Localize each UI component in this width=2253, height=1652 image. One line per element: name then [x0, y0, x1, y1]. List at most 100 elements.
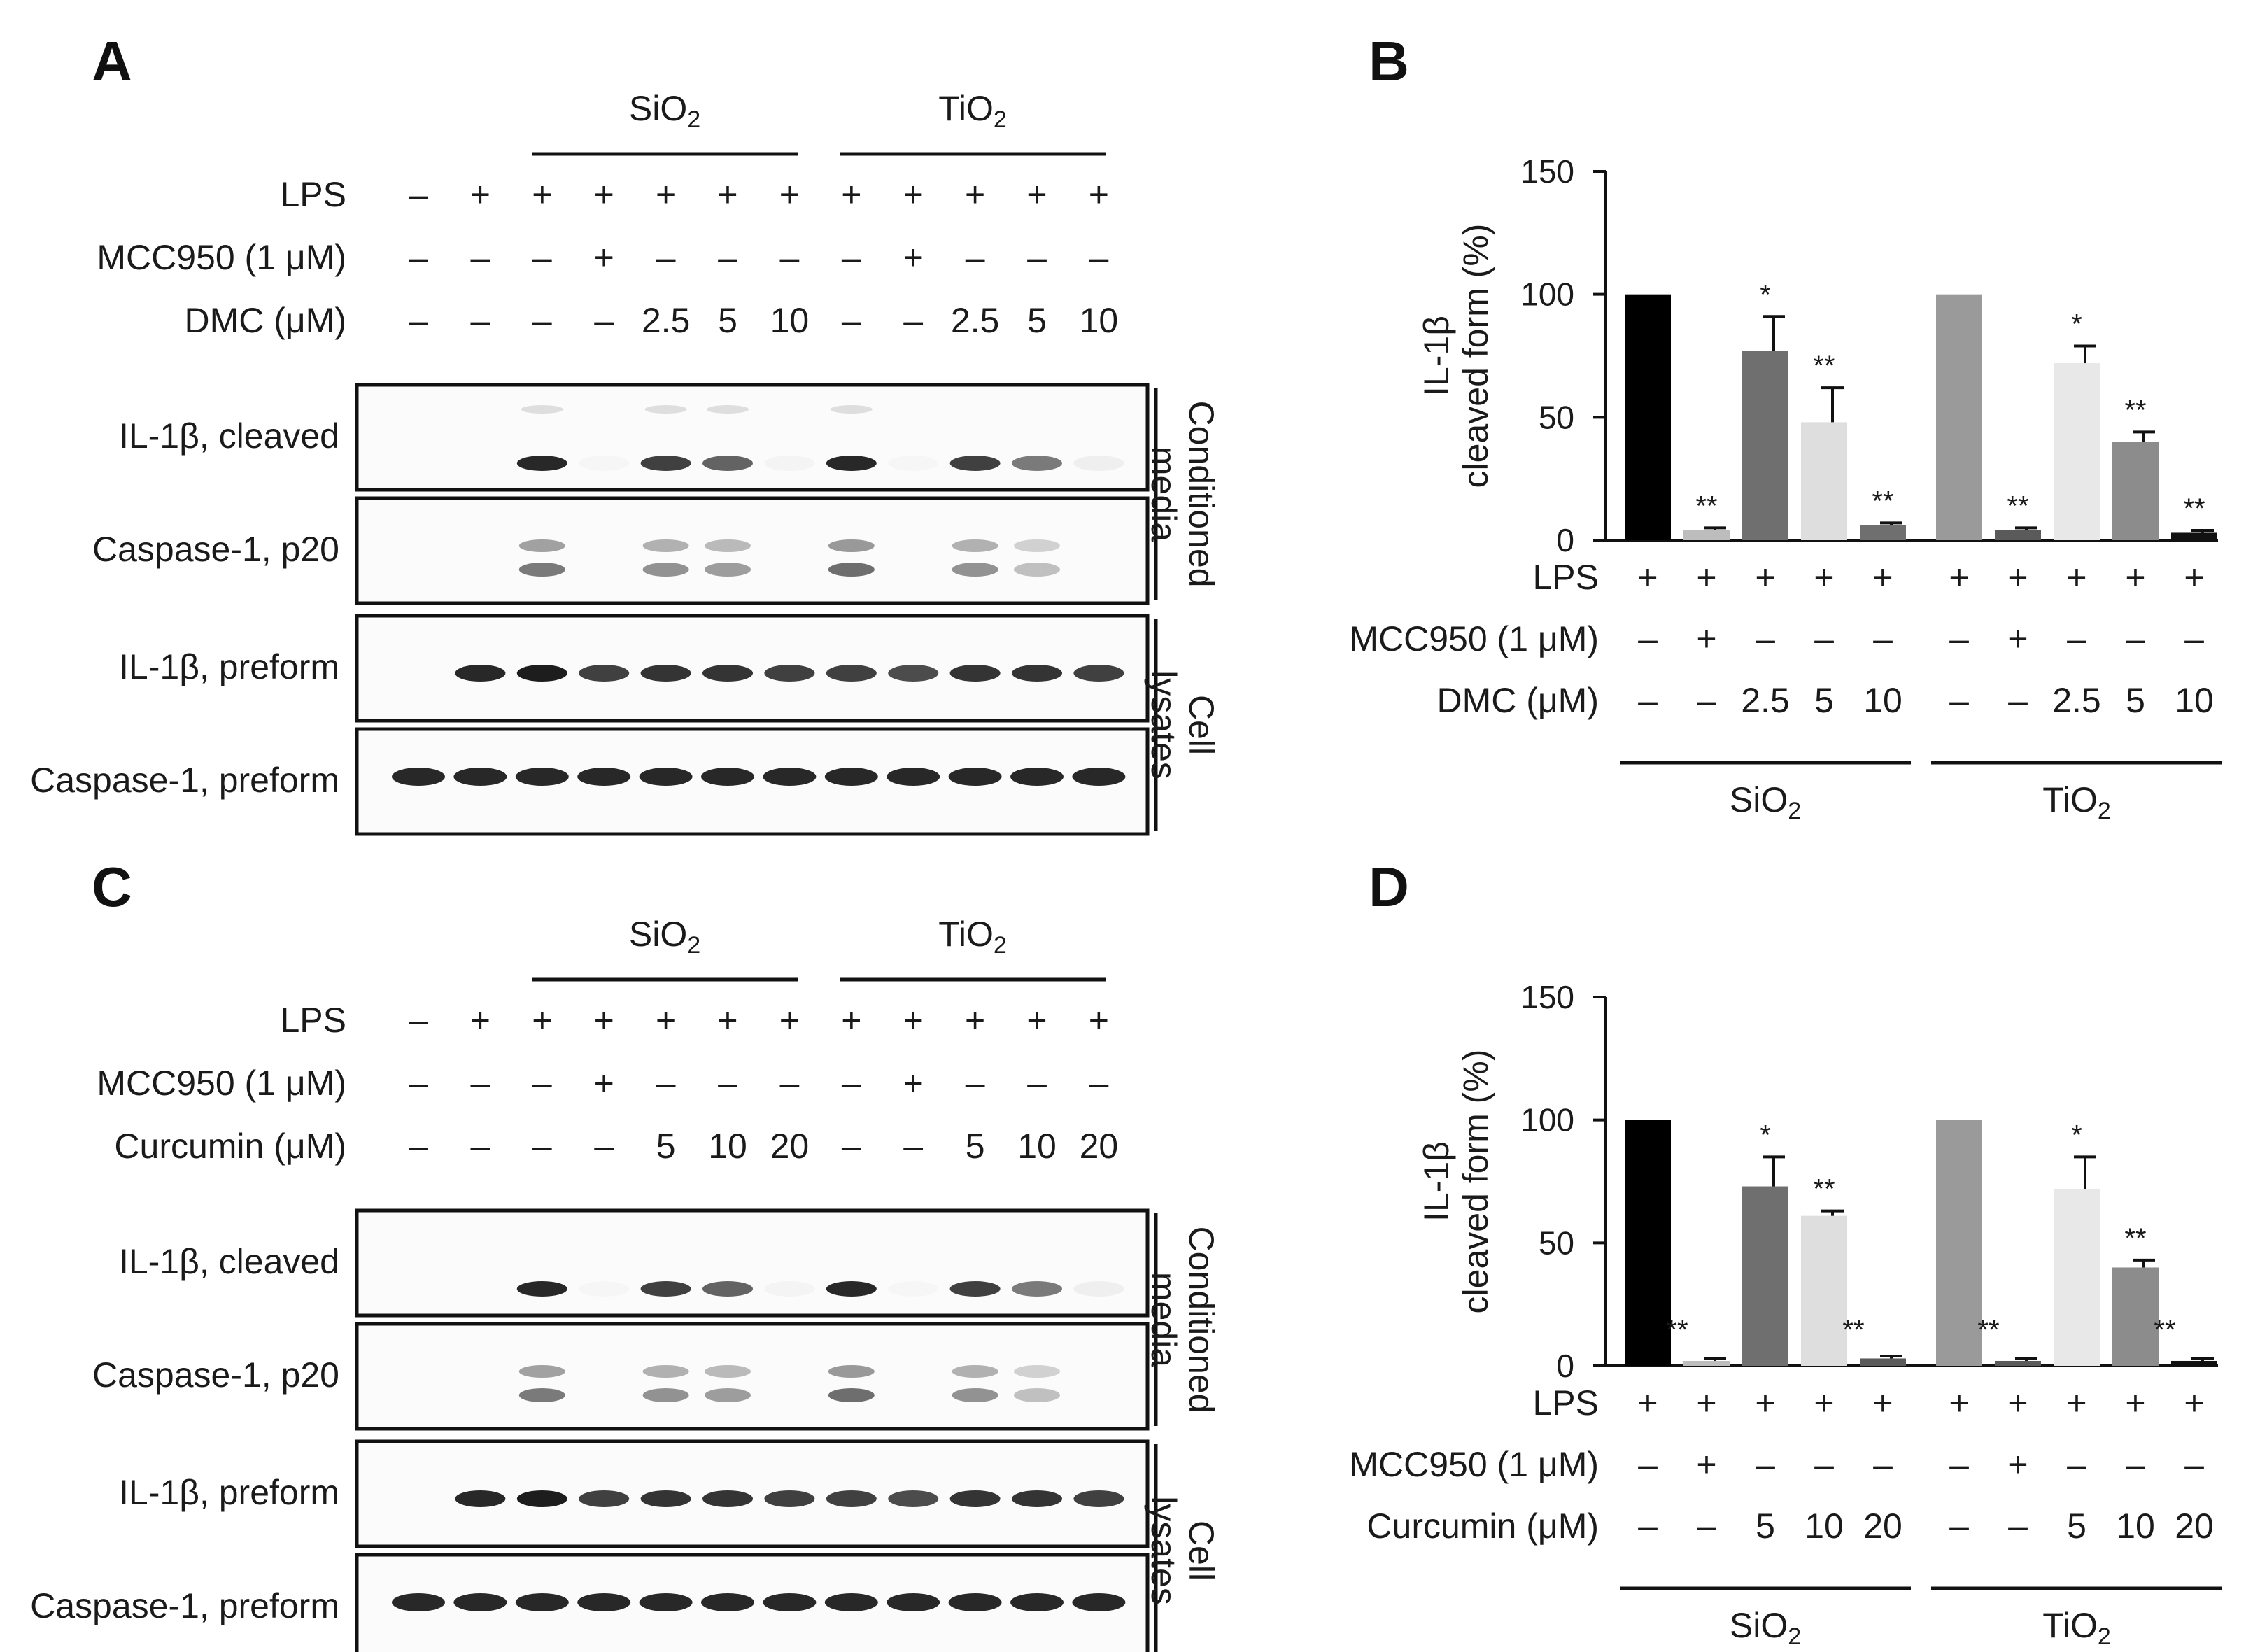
bracket-label: Celllysates [1144, 670, 1221, 779]
band [888, 1281, 938, 1297]
treatment-mark: + [1872, 1383, 1893, 1422]
treatment-mark: + [1814, 1383, 1834, 1422]
panel-C: C LPS – + + + + + + + + + + + MCC950 (1 μM) – – – + – – – – + – –… [30, 856, 1221, 1652]
treatment-mark: + [1026, 1001, 1047, 1040]
treatment-mark: – [409, 1001, 428, 1040]
band [1010, 1593, 1064, 1611]
band [455, 1490, 506, 1507]
treatment-mark: + [903, 1064, 924, 1103]
treatment-mark: 5 [656, 1127, 676, 1166]
blot-label: Caspase-1, p20 [92, 530, 339, 569]
blot-label: Caspase-1, preform [30, 1586, 339, 1625]
treatment-label: MCC950 (1 μM) [97, 238, 346, 277]
treatment-mark: – [718, 1064, 737, 1103]
treatment-mark: – [1027, 1064, 1047, 1103]
treatment-mark: – [779, 238, 799, 277]
treatment-mark: – [966, 238, 985, 277]
band [1073, 1490, 1124, 1507]
blot-label: Caspase-1, p20 [92, 1355, 339, 1395]
treatment-mark: – [470, 238, 490, 277]
treatment-mark: 20 [1080, 1127, 1119, 1166]
treatment-mark: – [1814, 1445, 1834, 1484]
band [888, 665, 939, 682]
treatment-mark: 2.5 [951, 301, 1000, 340]
band [1073, 665, 1124, 682]
treatment-mark: 10 [1080, 301, 1119, 340]
band [826, 665, 877, 682]
bar [1995, 1360, 2041, 1366]
band [1073, 456, 1124, 471]
treatment-mark: – [409, 238, 428, 277]
treatment-mark: + [2125, 1383, 2145, 1422]
treatment-mark: – [532, 301, 552, 340]
bar [2054, 363, 2100, 540]
blot-label: IL-1β, cleaved [119, 1242, 339, 1281]
band [763, 1593, 817, 1611]
y-tick-label: 0 [1556, 1348, 1574, 1384]
treatment-mark: 2.5 [1741, 681, 1790, 720]
treatment-mark: – [718, 238, 737, 277]
treatment-mark: + [1089, 1001, 1109, 1040]
treatment-mark: + [717, 1001, 737, 1040]
band [1010, 768, 1064, 786]
band [887, 1593, 940, 1611]
treatment-mark: + [903, 1001, 924, 1040]
band [579, 456, 629, 471]
treatment-mark: – [842, 1064, 861, 1103]
treatment-mark: – [1949, 681, 1969, 720]
treatment-mark: + [1755, 558, 1775, 597]
treatment-mark: – [656, 238, 676, 277]
treatment-mark: + [656, 1001, 676, 1040]
treatment-mark: – [470, 1064, 490, 1103]
band [824, 1593, 878, 1611]
band [1012, 1281, 1062, 1297]
band [579, 1490, 630, 1507]
bracket-label: Celllysates [1144, 1496, 1221, 1605]
band [1014, 539, 1060, 552]
treatment-label: Curcumin (μM) [1366, 1506, 1599, 1546]
band [1012, 1490, 1062, 1507]
band [516, 1281, 567, 1297]
treatment-mark: – [1873, 1445, 1893, 1484]
treatment-mark: + [1696, 1445, 1716, 1484]
band [516, 456, 567, 471]
treatment-label: LPS [280, 175, 346, 214]
treatment-label: DMC (μM) [1436, 681, 1599, 720]
treatment-mark: + [779, 1001, 800, 1040]
treatment-mark: + [532, 1001, 552, 1040]
treatment-mark: – [1697, 1506, 1716, 1546]
treatment-label: Curcumin (μM) [114, 1127, 346, 1166]
band [455, 665, 506, 682]
bar [1683, 1360, 1730, 1366]
treatment-mark: + [2125, 558, 2145, 597]
treatment-mark: + [1949, 558, 1969, 597]
band [763, 768, 817, 786]
bar [1860, 525, 1906, 540]
band [764, 665, 815, 682]
treatment-mark: + [1637, 558, 1658, 597]
bar [2054, 1189, 2100, 1366]
panel-label-D: D [1369, 856, 1409, 918]
treatment-mark: 20 [1863, 1506, 1902, 1546]
band [949, 1281, 1001, 1297]
bracket-label: Conditionedmedia [1144, 401, 1221, 588]
band [701, 768, 754, 786]
band [828, 539, 875, 552]
treatment-mark: – [2008, 1506, 2028, 1546]
treatment-mark: – [842, 301, 861, 340]
band [642, 1388, 689, 1402]
treatment-mark: – [842, 238, 861, 277]
treatment-mark: + [1026, 175, 1047, 214]
treatment-mark: 20 [2175, 1506, 2214, 1546]
treatment-label: MCC950 (1 μM) [1349, 619, 1599, 658]
significance-mark: ** [1813, 1174, 1835, 1205]
treatment-mark: + [1637, 1383, 1658, 1422]
bar [2171, 1360, 2217, 1366]
band [1012, 665, 1062, 682]
band [577, 1593, 631, 1611]
treatment-mark: + [1814, 558, 1834, 597]
band [705, 1365, 751, 1378]
treatment-mark: – [532, 1064, 552, 1103]
treatment-mark: + [2184, 1383, 2204, 1422]
